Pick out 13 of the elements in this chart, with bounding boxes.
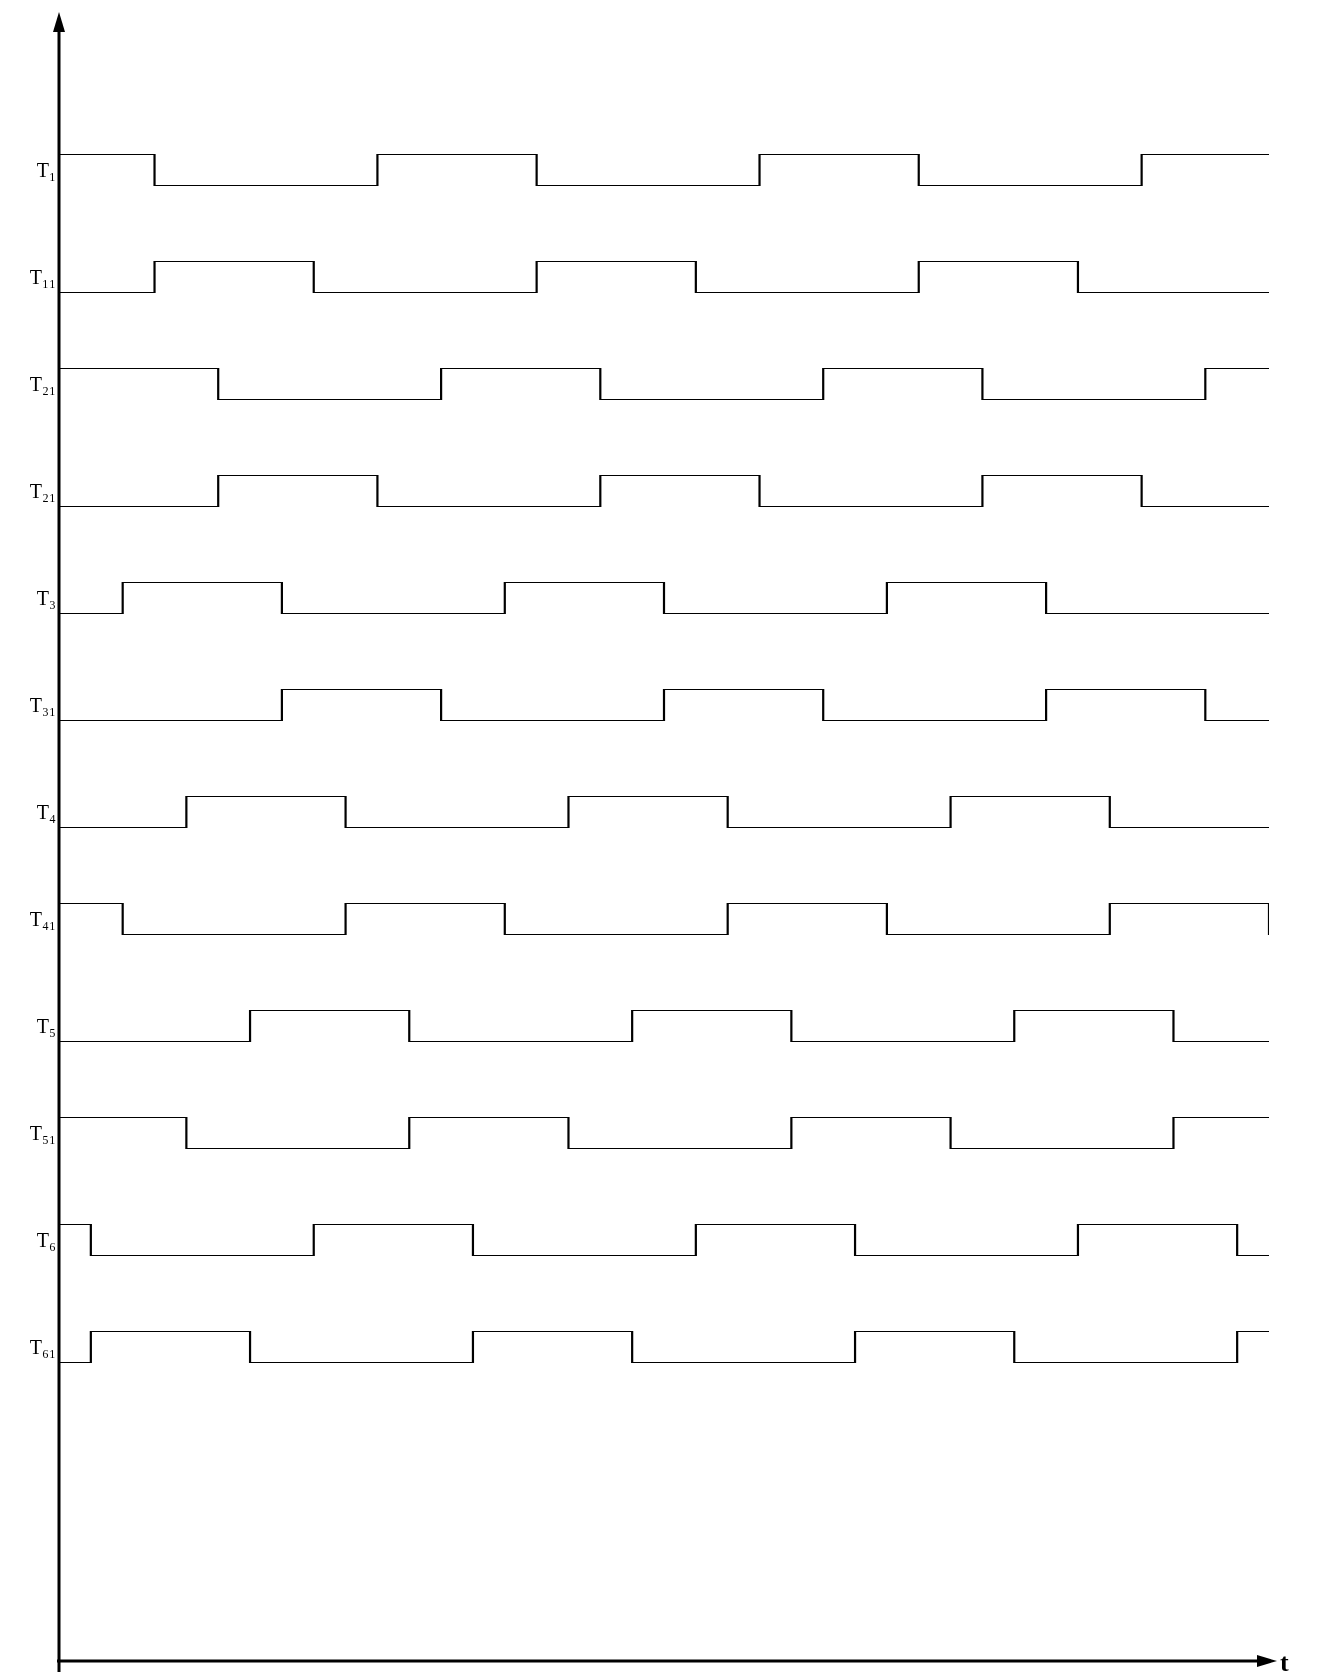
y-axis-title: T₃₁ bbox=[28, 694, 56, 717]
y-axis-title: T₆₁ bbox=[28, 1336, 56, 1359]
y-axis-title: T₅₁ bbox=[28, 1122, 56, 1145]
y-axis-title: T₂₁ bbox=[28, 480, 56, 503]
x-axis-title: t bbox=[1280, 1648, 1289, 1677]
y-axis-title: T₂₁ bbox=[28, 373, 56, 396]
y-axis-title: T₅ bbox=[35, 1015, 56, 1038]
y-axis-title: T₁ bbox=[35, 159, 56, 182]
y-axis-title: T₄ bbox=[35, 801, 56, 824]
y-axis-title: T₄₁ bbox=[28, 908, 56, 931]
y-axis-title: T₁₁ bbox=[28, 266, 56, 289]
y-axis-title: T₆ bbox=[35, 1229, 56, 1252]
y-axis-title: T₃ bbox=[35, 587, 56, 610]
